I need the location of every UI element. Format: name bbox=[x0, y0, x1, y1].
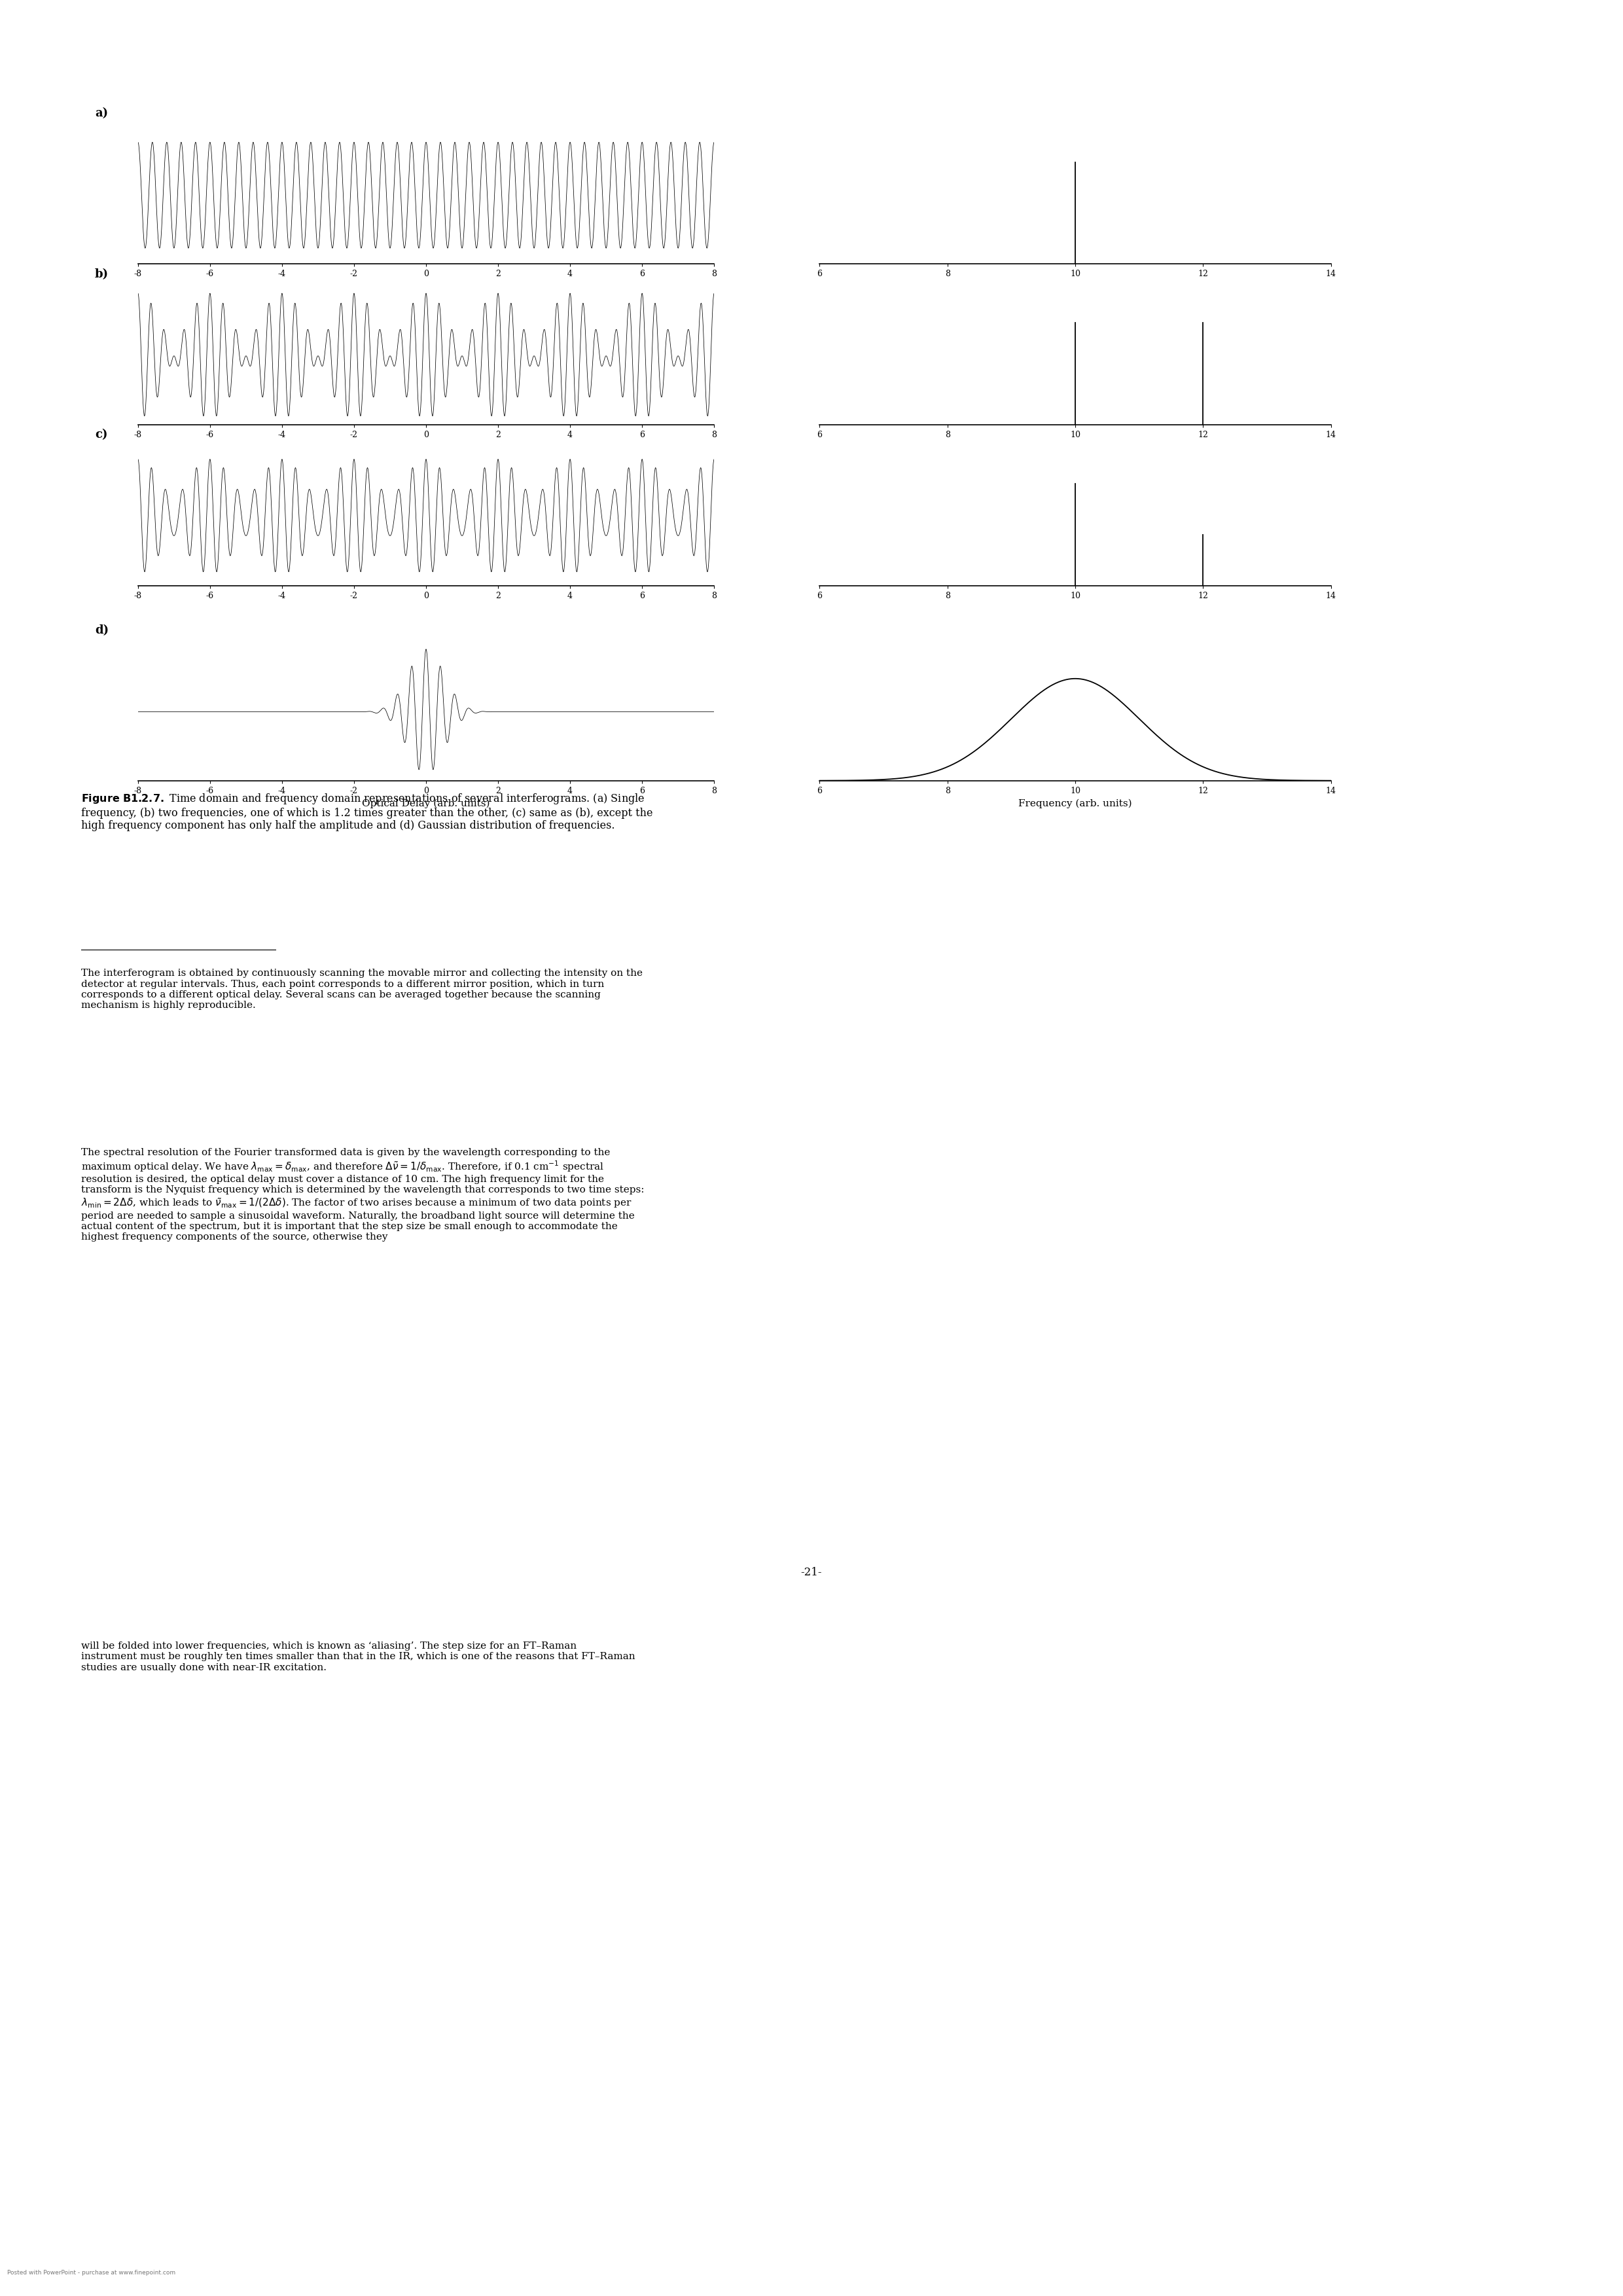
X-axis label: Optical Delay (arb. units): Optical Delay (arb. units) bbox=[362, 799, 490, 808]
Text: -21-: -21- bbox=[800, 1568, 823, 1577]
Text: The interferogram is obtained by continuously scanning the movable mirror and co: The interferogram is obtained by continu… bbox=[81, 969, 643, 1010]
Text: a): a) bbox=[94, 108, 107, 119]
Text: $\mathbf{Figure\ B1.2.7.}$ Time domain and frequency domain representations of s: $\mathbf{Figure\ B1.2.7.}$ Time domain a… bbox=[81, 792, 652, 831]
Text: Posted with PowerPoint - purchase at www.finepoint.com: Posted with PowerPoint - purchase at www… bbox=[6, 2271, 175, 2275]
Text: c): c) bbox=[94, 429, 107, 441]
Text: b): b) bbox=[94, 269, 109, 280]
Text: The spectral resolution of the Fourier transformed data is given by the waveleng: The spectral resolution of the Fourier t… bbox=[81, 1148, 644, 1242]
Text: will be folded into lower frequencies, which is known as ‘aliasing’. The step si: will be folded into lower frequencies, w… bbox=[81, 1642, 635, 1671]
X-axis label: Frequency (arb. units): Frequency (arb. units) bbox=[1018, 799, 1133, 808]
Text: d): d) bbox=[94, 625, 109, 636]
